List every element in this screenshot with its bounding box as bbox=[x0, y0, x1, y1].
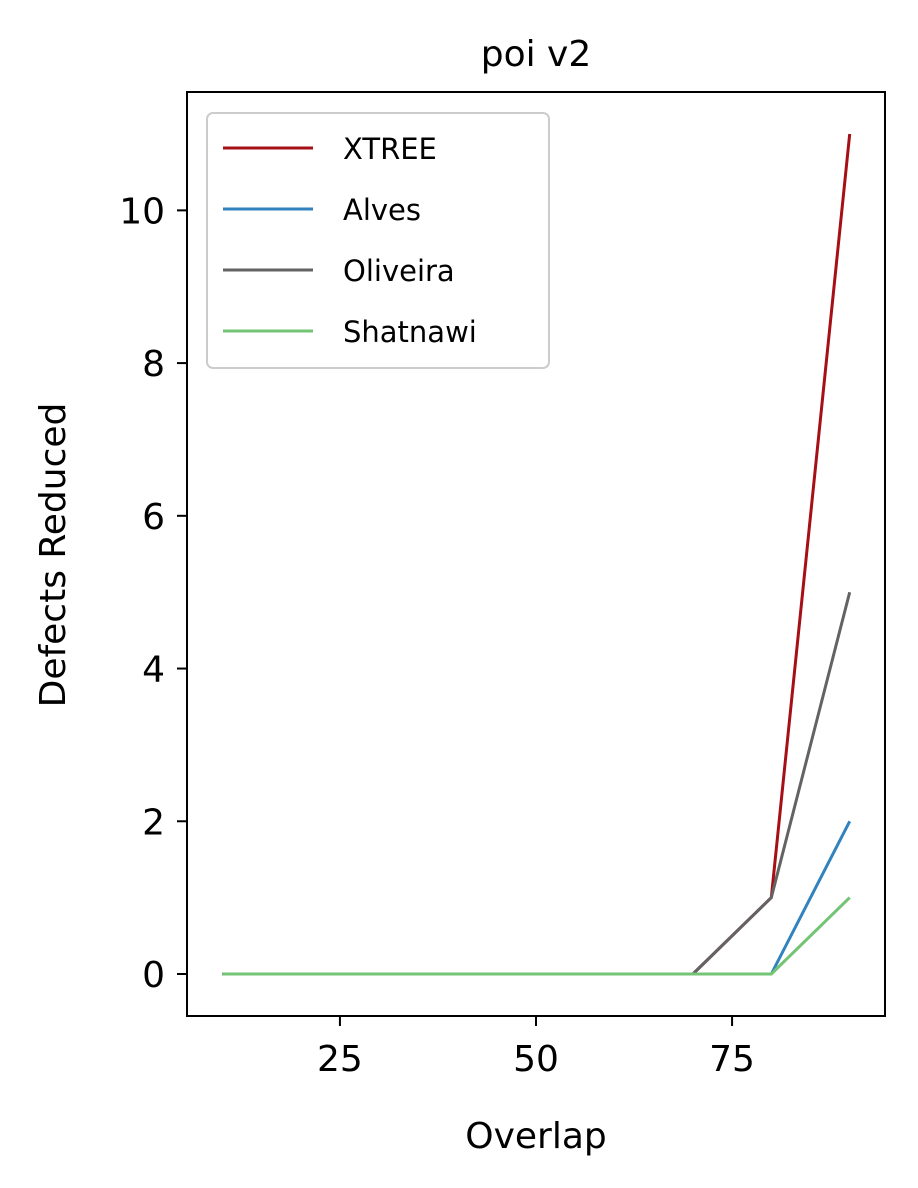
y-tick-label: 10 bbox=[119, 191, 165, 232]
x-axis-ticks: 25 50 75 bbox=[317, 1016, 755, 1080]
legend: XTREE Alves Oliveira Shatnawi bbox=[206, 112, 550, 369]
series-layer bbox=[222, 133, 852, 976]
y-axis-ticks: 0 2 4 6 8 10 bbox=[119, 191, 187, 996]
series-line-shatnawi bbox=[222, 896, 851, 976]
x-axis-label: Overlap bbox=[465, 1116, 607, 1157]
y-tick-label: 6 bbox=[142, 497, 165, 538]
chart-title: poi v2 bbox=[481, 34, 592, 75]
x-tick-label: 25 bbox=[317, 1039, 363, 1080]
y-axis-label: Defects Reduced bbox=[33, 403, 74, 708]
legend-item-alves: Alves bbox=[223, 193, 421, 227]
x-tick-label: 75 bbox=[709, 1039, 755, 1080]
legend-item-shatnawi: Shatnawi bbox=[223, 315, 477, 349]
x-tick-label: 50 bbox=[513, 1039, 559, 1080]
legend-item-xtree: XTREE bbox=[223, 132, 437, 166]
legend-label: Alves bbox=[343, 193, 421, 227]
y-tick-label: 8 bbox=[142, 344, 165, 385]
legend-frame bbox=[206, 112, 550, 369]
legend-entries: XTREE Alves Oliveira Shatnawi bbox=[223, 132, 477, 349]
legend-label: XTREE bbox=[343, 132, 437, 166]
legend-item-oliveira: Oliveira bbox=[223, 254, 455, 288]
y-tick-label: 2 bbox=[142, 802, 165, 843]
legend-label: Shatnawi bbox=[343, 315, 477, 349]
y-tick-label: 4 bbox=[142, 650, 165, 691]
plot-frame bbox=[186, 91, 886, 1017]
legend-label: Oliveira bbox=[343, 254, 455, 288]
y-tick-label: 0 bbox=[142, 955, 165, 996]
